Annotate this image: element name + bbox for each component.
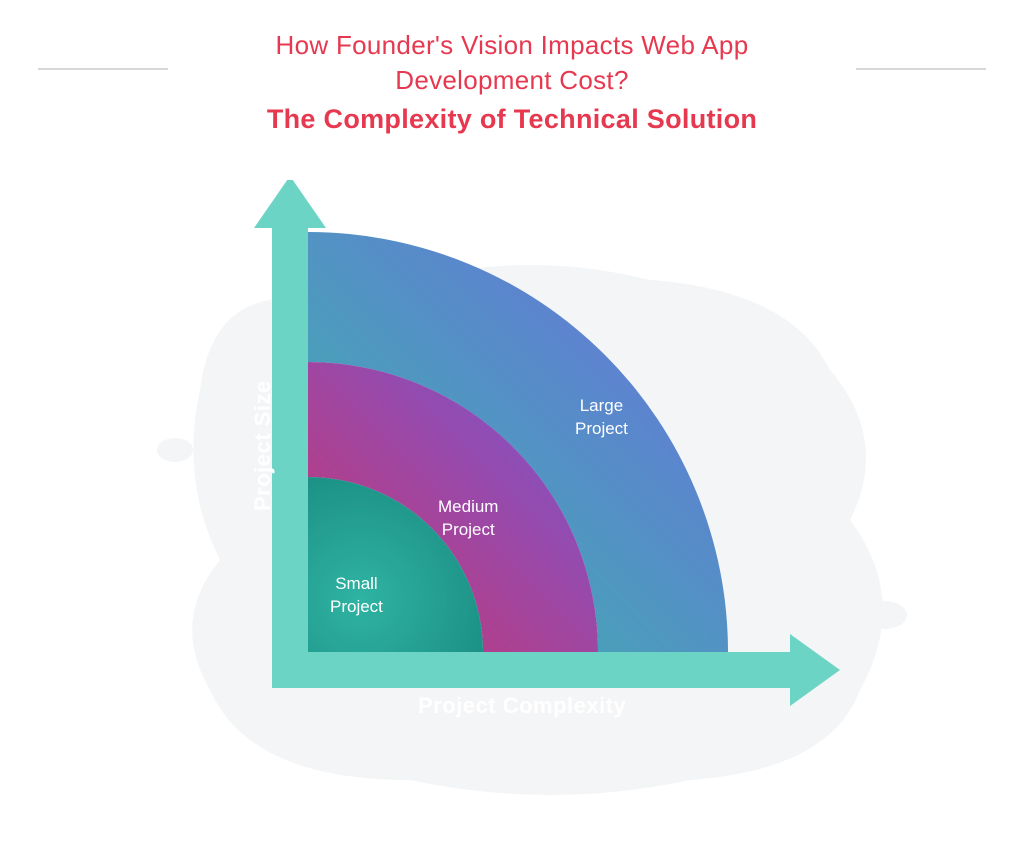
arc-label-large: Large Project xyxy=(575,395,628,441)
arc-label-medium-l2: Project xyxy=(442,520,495,539)
arc-label-medium: Medium Project xyxy=(438,496,498,542)
title-bold: The Complexity of Technical Solution xyxy=(0,100,1024,139)
header-rule-right xyxy=(856,68,986,70)
arc-label-small-l2: Project xyxy=(330,597,383,616)
arc-label-medium-l1: Medium xyxy=(438,497,498,516)
arc-label-small: Small Project xyxy=(330,573,383,619)
y-axis-label: Project Size xyxy=(250,380,276,511)
axes xyxy=(180,180,880,820)
x-axis-label: Project Complexity xyxy=(418,693,626,719)
title-line-1: How Founder's Vision Impacts Web App xyxy=(0,28,1024,63)
chart-area: Project Size Project Complexity Small Pr… xyxy=(180,180,880,820)
arc-label-large-l1: Large xyxy=(580,396,623,415)
arc-label-large-l2: Project xyxy=(575,419,628,438)
header: How Founder's Vision Impacts Web App Dev… xyxy=(0,0,1024,139)
arc-label-small-l1: Small xyxy=(335,574,378,593)
header-rule-left xyxy=(38,68,168,70)
